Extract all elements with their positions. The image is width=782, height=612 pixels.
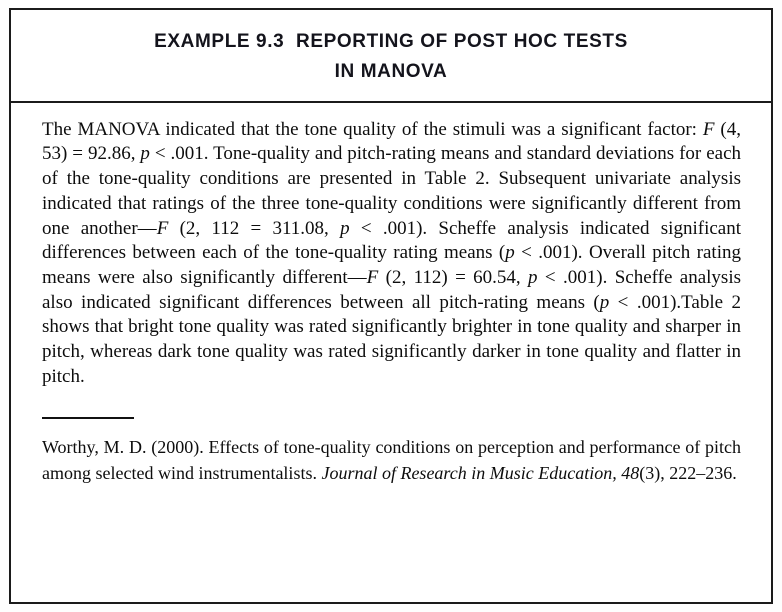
body-paragraph: The MANOVA indicated that the tone quali… — [42, 118, 742, 387]
example-box: EXAMPLE 9.3 REPORTING OF POST HOC TESTS … — [9, 8, 773, 604]
reference-citation: Worthy, M. D. (2000). Effects of tone-qu… — [42, 437, 741, 484]
title-divider — [11, 100, 771, 103]
reference-rule — [42, 417, 134, 420]
example-title: EXAMPLE 9.3 REPORTING OF POST HOC TESTS … — [11, 10, 771, 101]
title-line-2: IN MANOVA — [334, 61, 448, 83]
title-line-1: EXAMPLE 9.3 REPORTING OF POST HOC TESTS — [154, 31, 628, 52]
